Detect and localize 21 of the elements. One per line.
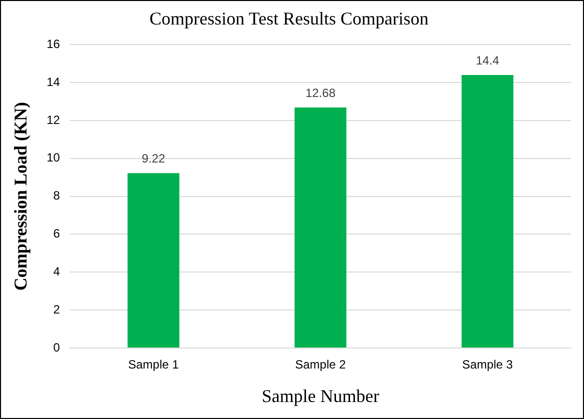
x-tick-label: Sample 3: [462, 358, 514, 372]
y-tick-label: 6: [53, 226, 60, 241]
y-tick-label: 8: [53, 188, 60, 203]
data-label: 12.68: [305, 86, 336, 100]
chart-title: Compression Test Results Comparison: [150, 8, 428, 29]
y-tick-label: 0: [53, 340, 60, 354]
y-tick-label: 10: [46, 150, 60, 165]
bar: [294, 108, 346, 348]
y-tick-label: 14: [46, 74, 60, 89]
x-axis-title: Sample Number: [262, 386, 380, 406]
x-tick-label: Sample 2: [295, 358, 346, 372]
data-label: 14.4: [476, 53, 500, 68]
data-label: 9.22: [142, 151, 166, 166]
y-axis-title: Compression Load (KN): [10, 102, 30, 291]
x-tick-label: Sample 1: [128, 358, 180, 372]
y-tick-label: 12: [46, 112, 60, 127]
bar: [128, 173, 180, 348]
y-tick-label: 16: [46, 36, 60, 51]
bar: [462, 74, 514, 348]
y-tick-label: 4: [53, 264, 60, 278]
y-tick-label: 2: [53, 302, 60, 316]
